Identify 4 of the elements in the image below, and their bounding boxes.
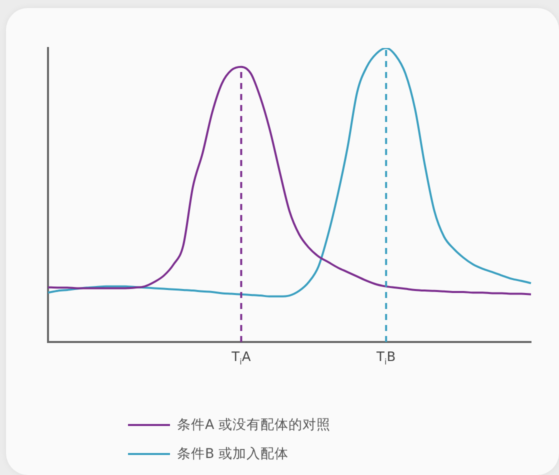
legend-label: 条件A 或没有配体的对照	[177, 416, 331, 434]
x-tick-label: T$_{i}$A	[232, 350, 251, 367]
legend-label: 条件B 或加入配体	[177, 444, 289, 462]
x-tick-label: T$_{i}$B	[376, 350, 396, 367]
